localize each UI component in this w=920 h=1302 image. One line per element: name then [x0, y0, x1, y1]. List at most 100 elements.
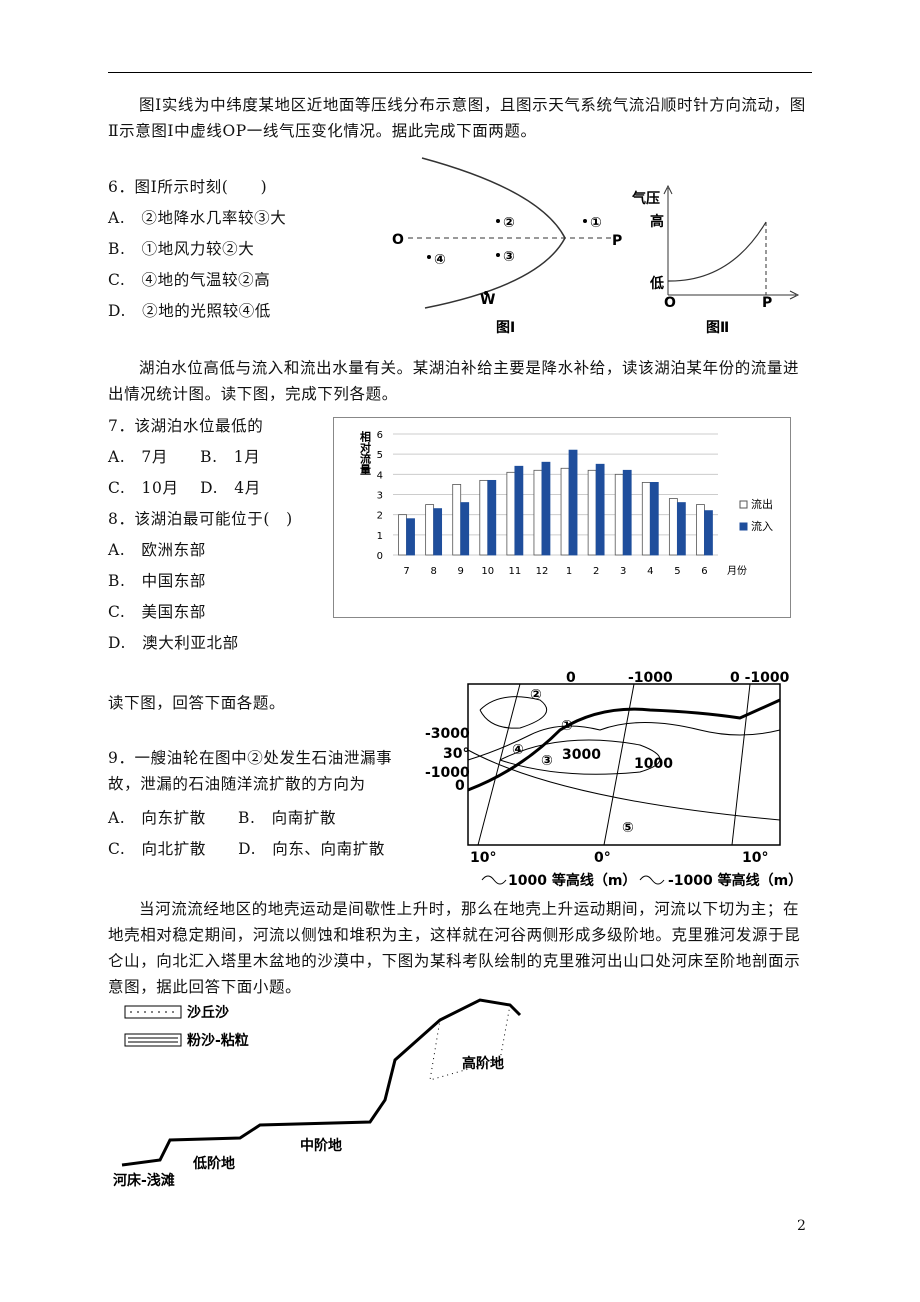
- point: [427, 255, 431, 259]
- label: ③: [541, 753, 553, 769]
- label: W: [480, 292, 495, 308]
- profile-line: [121, 998, 522, 1167]
- bar: [568, 449, 578, 556]
- x-tick-label: 10: [481, 566, 494, 577]
- legend-label: 粉沙-粘粒: [187, 1032, 249, 1049]
- legend-label: -1000 等高线（m）: [668, 872, 802, 889]
- bar: [406, 518, 415, 556]
- label: ③: [503, 249, 515, 265]
- arrow: [663, 184, 673, 195]
- x-tick-label: 2: [593, 566, 599, 577]
- option: D. 澳大利亚北部: [108, 634, 239, 652]
- label: ①: [561, 718, 573, 734]
- meridian: [603, 683, 635, 846]
- x-tick-label: 11: [509, 566, 522, 577]
- label: 中阶地: [300, 1137, 342, 1154]
- label: ⑤: [622, 820, 634, 836]
- y-tick-label: 5: [377, 450, 383, 461]
- option: C. 美国东部: [108, 603, 206, 621]
- label: P: [762, 295, 772, 311]
- label: 0: [455, 778, 465, 794]
- bar: [479, 479, 489, 556]
- x-tick-label: 8: [430, 566, 436, 577]
- label: P: [612, 233, 622, 249]
- bar: [614, 473, 624, 556]
- label: ④: [434, 252, 446, 268]
- point: [583, 219, 587, 223]
- caption: 图Ⅰ: [496, 320, 515, 336]
- y-tick-label: 6: [377, 430, 383, 441]
- legend-line: [639, 875, 665, 885]
- legend-box: [124, 1033, 182, 1047]
- y-tick-label: 2: [377, 511, 383, 522]
- question-stem: 7．该湖泊水位最低的: [108, 417, 264, 435]
- label: -3000: [425, 726, 470, 742]
- contour: [467, 722, 781, 761]
- bar: [649, 482, 659, 556]
- legend-label: 流入: [751, 519, 773, 533]
- option: C. 向北扩散 D. 向东、向南扩散: [108, 840, 385, 858]
- option: B. ①地风力较②大: [108, 240, 255, 258]
- question-stem: 9．一艘油轮在图中②处发生石油泄漏事故，泄漏的石油随洋流扩散的方向为: [108, 749, 393, 793]
- paragraph: 湖泊水位高低与流入和流出水量有关。某湖泊补给主要是降水补给，读该湖泊某年份的流量…: [108, 359, 800, 403]
- y-tick-label: 4: [377, 470, 383, 481]
- option: A. 7月 B. 1月: [108, 448, 261, 466]
- legend-line: [481, 875, 507, 885]
- paragraph: 当河流流经地区的地壳运动是间歇性上升时，那么在地壳上升运动期间，河流以下切为主；…: [108, 900, 801, 996]
- paragraph: 图Ⅰ实线为中纬度某地区近地面等压线分布示意图，且图示天气系统气流沿顺时针方向流动…: [108, 96, 806, 140]
- label: ①: [590, 215, 602, 231]
- option: A. 向东扩散 B. 向南扩散: [108, 809, 337, 827]
- bar: [398, 514, 407, 556]
- pressure-curve: [667, 221, 767, 282]
- point: [496, 253, 500, 257]
- map-frame: [467, 683, 781, 846]
- x-tick-label: 4: [647, 566, 653, 577]
- y-tick-label: 3: [377, 491, 383, 502]
- option: A. 欧洲东部: [108, 541, 206, 559]
- y-axis-label: 相对流量: [359, 430, 372, 475]
- label: -1000: [425, 765, 470, 781]
- page-number: 2: [797, 1218, 807, 1234]
- x-tick-label: 5: [674, 566, 680, 577]
- contour: [479, 696, 548, 729]
- x-tick-label: 6: [701, 566, 707, 577]
- header-rule: [108, 72, 812, 73]
- contour: [467, 749, 781, 821]
- legend-swatch: [739, 500, 748, 509]
- label: 0°: [594, 850, 611, 866]
- bar: [433, 508, 443, 556]
- bar: [704, 510, 713, 556]
- meridian: [477, 683, 521, 846]
- label: ②: [503, 215, 515, 231]
- label: 气压: [631, 190, 660, 207]
- isobar: [421, 157, 566, 309]
- label: 3000: [562, 747, 601, 763]
- x-tick-label: 1: [566, 566, 572, 577]
- x-axis-label: 月份: [727, 565, 747, 577]
- x-tick-label: 3: [620, 566, 626, 577]
- label: ④: [512, 742, 524, 758]
- bar: [587, 469, 597, 556]
- label: 0: [566, 670, 576, 686]
- label: 10°: [742, 850, 768, 866]
- label: 高阶地: [462, 1055, 504, 1072]
- bar: [452, 484, 462, 556]
- bar: [506, 471, 516, 556]
- label: O: [392, 232, 404, 248]
- bar: [668, 498, 678, 556]
- option: B. 中国东部: [108, 572, 207, 590]
- label: 30°: [443, 746, 469, 762]
- bar: [595, 463, 605, 556]
- label: 1000: [634, 756, 673, 772]
- bar: [533, 469, 543, 556]
- bar: [641, 482, 651, 556]
- x-tick-label: 12: [536, 566, 549, 577]
- point: [496, 219, 500, 223]
- legend-label: 沙丘沙: [187, 1005, 229, 1021]
- label: 10°: [470, 850, 496, 866]
- bar: [487, 479, 497, 556]
- pattern: [128, 1037, 178, 1043]
- bar: [622, 469, 632, 556]
- coastline: [467, 698, 781, 792]
